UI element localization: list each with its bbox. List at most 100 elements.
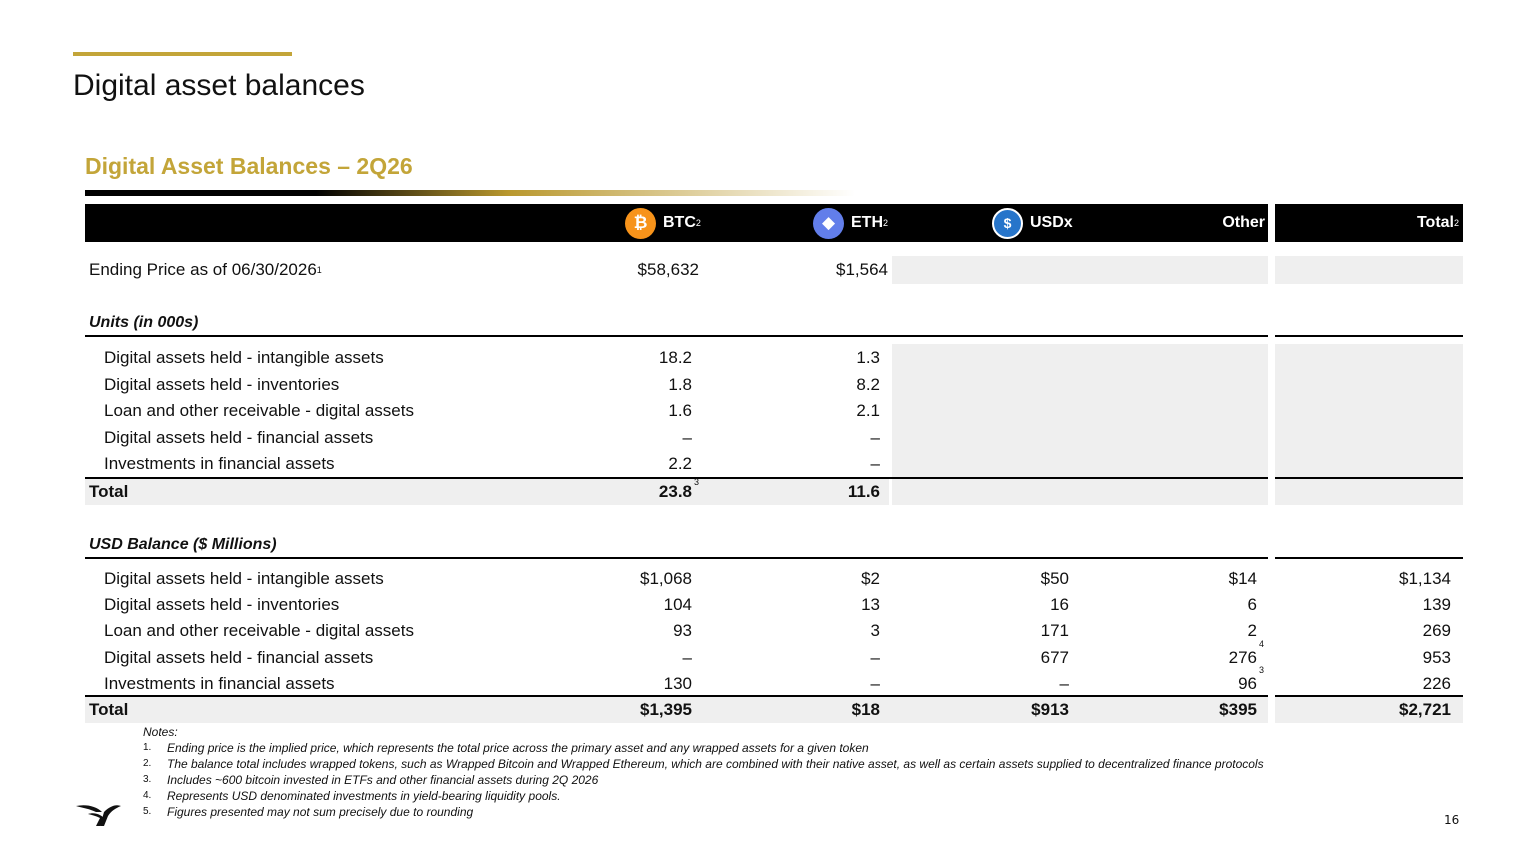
units-row: Digital assets held - inventories 1.8 8.2 — [85, 372, 1463, 398]
table-header: ₿ BTC 2 ◆ ETH 2 $ USDx Other — [85, 204, 1268, 242]
units-total-label: Total — [89, 482, 129, 501]
usd-row-label: Loan and other receivable - digital asse… — [104, 621, 414, 641]
usd-row-btc: 104 — [663, 595, 692, 615]
page-title: Digital asset balances — [73, 69, 365, 102]
note-text: Includes ~600 bitcoin invested in ETFs a… — [167, 773, 599, 787]
units-row-label: Loan and other receivable - digital asse… — [104, 401, 414, 421]
note-item: 4. Represents USD denominated investments… — [143, 788, 1273, 804]
usd-row-total: 139 — [1422, 595, 1451, 615]
usd-row-usdx: 677 — [1040, 647, 1069, 667]
usd-divider-total — [1275, 557, 1463, 559]
units-row-eth: 8.2 — [856, 374, 880, 394]
usd-row: Investments in financial assets 130 – – 96 3 2… — [85, 665, 1463, 697]
ending-price-row: Ending Price as of 06/30/2026 1 $58,632 $… — [85, 257, 1463, 283]
note-text: Represents USD denominated investments i… — [167, 789, 561, 803]
note-item: 2. The balance total includes wrapped tok… — [143, 756, 1273, 772]
usd-heading: USD Balance ($ Millions) — [89, 536, 277, 553]
note-item: 3. Includes ~600 bitcoin invested in ETFs… — [143, 772, 1273, 788]
units-total-divider-total — [1275, 477, 1463, 479]
usd-row-total: 953 — [1422, 647, 1451, 667]
shade-usd-total-row — [85, 697, 1268, 723]
header-usdx-label: USDx — [1030, 214, 1073, 231]
units-heading: Units (in 000s) — [89, 314, 199, 331]
note-number: 3. — [143, 774, 152, 785]
page-number: 16 — [1444, 813, 1460, 827]
usd-coin-icon: $ — [992, 207, 1023, 239]
usd-total-btc: $1,395 — [640, 700, 692, 719]
header-other: Other — [1222, 214, 1265, 231]
units-total-divider — [85, 477, 1268, 479]
usd-total-eth: $18 — [851, 700, 880, 719]
units-row-eth: 2.1 — [856, 401, 880, 421]
usd-total-usdx: $913 — [1031, 700, 1069, 719]
usd-row: Digital assets held - intangible assets $… — [85, 566, 1463, 592]
shade-usd-total-col — [1275, 697, 1463, 723]
header-usdx: $ USDx — [992, 204, 1073, 242]
usd-row-btc: $1,068 — [640, 569, 692, 588]
units-total-btc: 23.8 — [658, 482, 692, 501]
usd-row-usdx: 16 — [1050, 595, 1069, 615]
note-number: 5. — [143, 806, 152, 817]
units-divider-total — [1275, 335, 1463, 337]
usd-row-other: 276 — [1228, 647, 1257, 667]
units-row-label: Digital assets held - inventories — [104, 374, 340, 394]
units-row-eth: – — [870, 427, 880, 447]
usd-row-other: $14 — [1228, 569, 1257, 588]
units-row-btc: 1.8 — [668, 374, 692, 394]
units-row: Digital assets held - intangible assets 1… — [85, 345, 1463, 371]
usd-row-other-sup: 4 — [1259, 638, 1265, 649]
usd-row-other: 2 — [1247, 621, 1257, 641]
units-row-eth: 1.3 — [856, 348, 880, 367]
company-logo — [76, 805, 121, 826]
usd-row-label: Investments in financial assets — [104, 673, 335, 693]
note-item: 1. Ending price is the implied price, whi… — [143, 740, 1273, 756]
usd-row-label: Digital assets held - inventories — [104, 595, 340, 615]
usd-row-other-sup: 3 — [1259, 664, 1265, 675]
ending-price-btc: $58,632 — [637, 260, 699, 279]
note-text: Ending price is the implied price, which… — [167, 741, 869, 755]
usd-row-label: Digital assets held - intangible assets — [104, 569, 384, 588]
usd-row-eth: $2 — [861, 569, 880, 588]
usd-row-eth: – — [870, 647, 880, 667]
usd-row-total: 226 — [1422, 673, 1451, 693]
units-total-btc-sup: 3 — [694, 477, 700, 487]
note-number: 1. — [143, 742, 152, 753]
usd-row: Digital assets held - inventories 104 13 16… — [85, 592, 1463, 618]
usd-row-usdx: 171 — [1040, 621, 1069, 641]
usd-total-row: Total $1,395 $18 $913 $395 $2,721 — [85, 697, 1463, 723]
units-row-btc: 2.2 — [668, 454, 692, 474]
shade-price-usd-other — [892, 256, 1268, 284]
units-row: Investments in financial assets 2.2 – — [85, 451, 1463, 477]
units-row-btc: – — [682, 427, 692, 447]
units-row-eth: – — [870, 454, 880, 474]
usd-row-usdx: $50 — [1040, 569, 1069, 588]
usd-row-other: 6 — [1247, 595, 1257, 615]
notes-list: 1. Ending price is the implied price, whi… — [143, 740, 1273, 820]
usd-row: Digital assets held - financial assets – –… — [85, 639, 1463, 671]
bitcoin-icon: ₿ — [625, 207, 656, 239]
header-btc-label: BTC — [663, 214, 696, 231]
ethereum-icon: ◆ — [813, 207, 844, 239]
units-total-row: Total 23.8 3 11.6 — [85, 477, 1463, 505]
table-header-total: Total 2 — [1275, 204, 1463, 242]
ending-price-eth: $1,564 — [836, 260, 888, 279]
section-title: Digital Asset Balances – 2Q26 — [85, 153, 413, 179]
usd-row-eth: 13 — [861, 595, 880, 615]
usd-row-other: 96 — [1238, 673, 1257, 693]
usd-row-usdx: – — [1059, 673, 1069, 693]
usd-row-btc: – — [682, 647, 692, 667]
usd-total-divider-total — [1275, 695, 1463, 697]
units-row-label: Investments in financial assets — [104, 454, 335, 474]
usd-total-label: Total — [89, 700, 129, 719]
usd-row-total: 269 — [1422, 621, 1451, 641]
note-number: 4. — [143, 790, 152, 801]
usd-total-divider — [85, 695, 1268, 697]
note-item: 5. Figures presented may not sum precisel… — [143, 804, 1273, 820]
note-text: The balance total includes wrapped token… — [167, 757, 1264, 771]
units-total-eth: 11.6 — [847, 482, 880, 501]
units-row: Loan and other receivable - digital asse… — [85, 398, 1463, 424]
header-eth-label: ETH — [851, 214, 883, 231]
header-eth: ◆ ETH 2 — [813, 204, 888, 242]
usd-row: Loan and other receivable - digital asse… — [85, 618, 1463, 644]
notes: Notes: 1. Ending price is the implied pri… — [143, 724, 1273, 820]
